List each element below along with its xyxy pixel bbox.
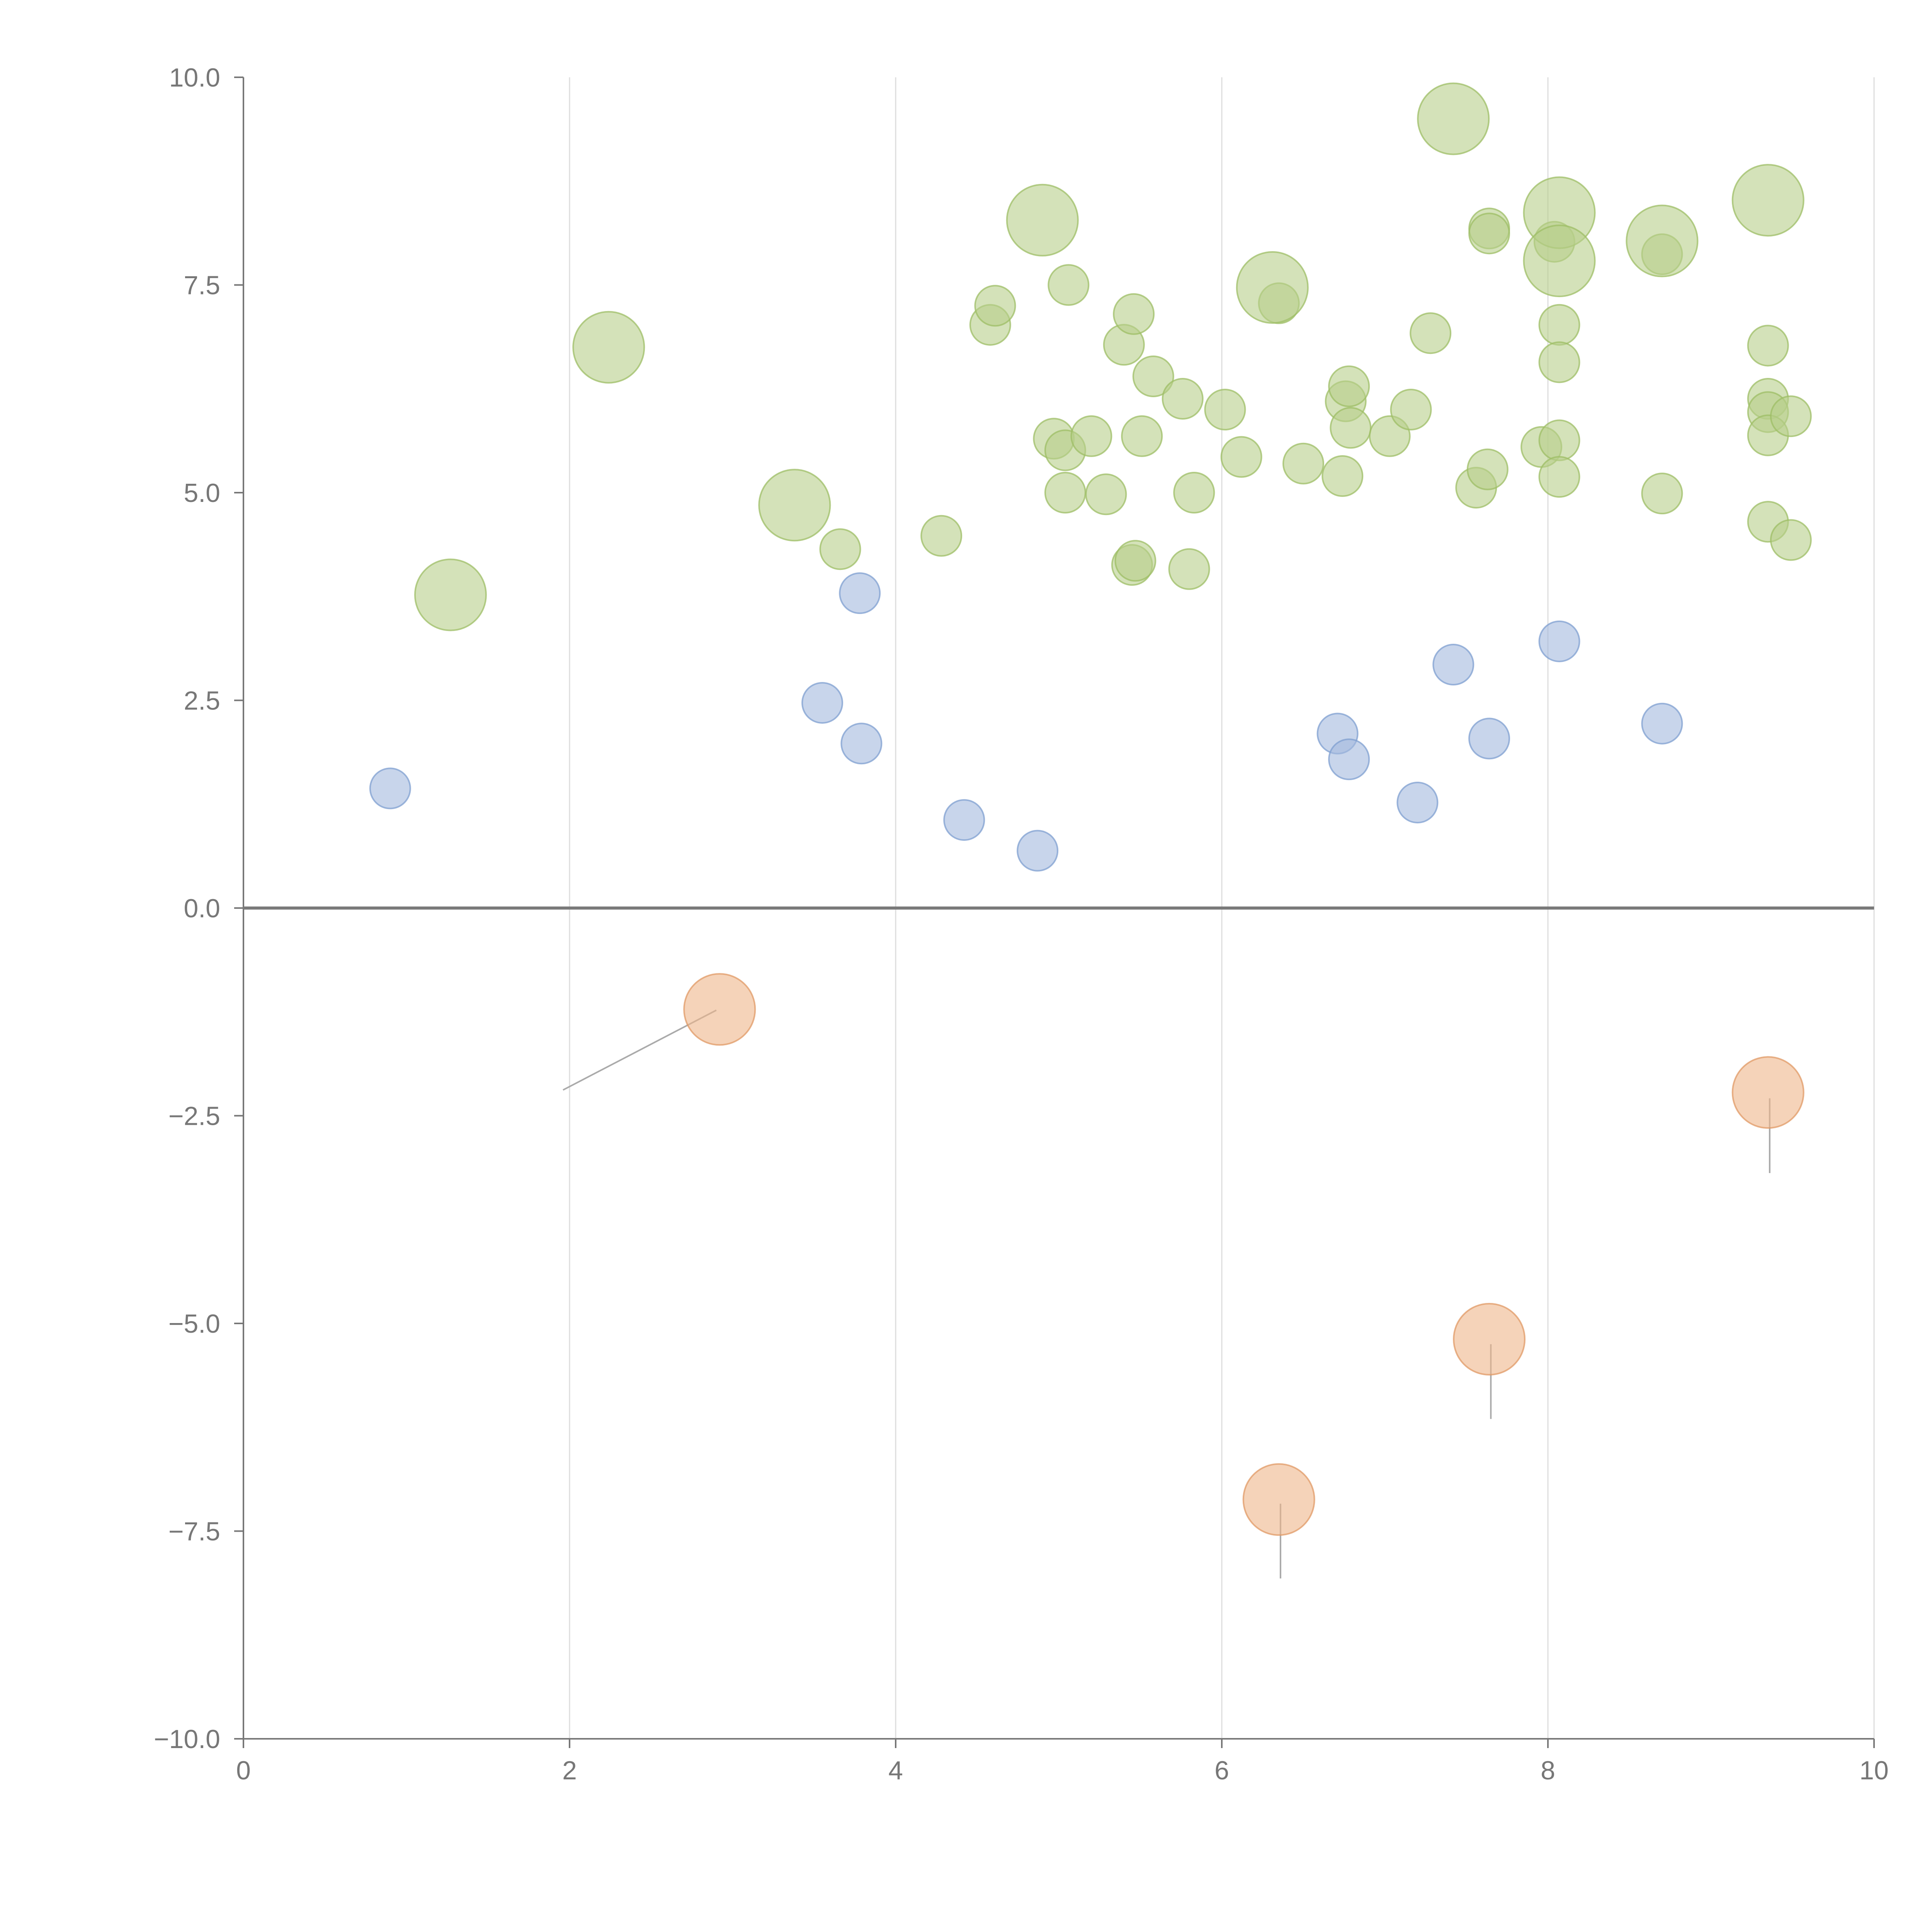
green-bubble [974, 285, 1016, 327]
green-large-bubble [414, 558, 487, 631]
data-bubbles [369, 82, 1812, 1536]
green-bubble [1770, 519, 1812, 561]
series-orange [683, 973, 1804, 1536]
green-bubble [1162, 378, 1204, 420]
green-bubble [1282, 442, 1324, 485]
blue-bubble [1538, 620, 1580, 662]
green-large-bubble [1006, 184, 1079, 257]
green-large-bubble [572, 311, 645, 384]
green-bubble [1321, 455, 1364, 497]
green-bubble [1747, 325, 1789, 367]
green-bubble [1048, 264, 1090, 306]
y-tick-label: −7.5 [168, 1517, 220, 1546]
green-large-bubble [1626, 204, 1699, 277]
green-bubble [1538, 341, 1580, 383]
blue-bubble [1468, 718, 1510, 760]
green-bubble [819, 528, 861, 570]
green-bubble [1085, 473, 1127, 515]
y-tick-label: 5.0 [184, 478, 220, 508]
green-bubble [1466, 448, 1509, 490]
green-bubble [1538, 304, 1580, 346]
series-blue [369, 572, 1683, 872]
green-bubble [1132, 355, 1174, 397]
orange-bubble [1242, 1463, 1315, 1536]
blue-bubble [840, 723, 883, 765]
blue-bubble [801, 682, 844, 724]
y-axis-ticks: 10.0 7.5 5.0 2.5 0.0 −2.5 −5.0 −7.5 −10.0 [154, 63, 243, 1754]
green-bubble [1410, 312, 1452, 354]
blue-bubble [1017, 830, 1059, 872]
green-bubble [1168, 548, 1210, 590]
green-large-bubble [758, 469, 831, 542]
y-tick-label: 0.0 [184, 894, 220, 923]
blue-bubble [1432, 644, 1475, 686]
x-tick-label: 8 [1541, 1756, 1555, 1785]
blue-bubble [1641, 702, 1683, 745]
blue-bubble [1328, 738, 1370, 781]
green-bubble [1070, 415, 1112, 457]
blue-bubble [1396, 781, 1439, 823]
green-bubble [1328, 365, 1370, 407]
green-bubble [1044, 472, 1086, 514]
orange-bubble [683, 973, 756, 1046]
green-bubble [1220, 436, 1262, 478]
blue-bubble [839, 572, 881, 614]
x-tick-label: 0 [236, 1756, 251, 1785]
green-bubble [1468, 213, 1510, 255]
orange-bubble [1453, 1303, 1526, 1376]
x-tick-label: 10 [1859, 1756, 1889, 1785]
y-tick-label: 7.5 [184, 271, 220, 300]
x-tick-label: 2 [562, 1756, 577, 1785]
y-tick-label: −10.0 [154, 1725, 220, 1754]
green-bubble [1538, 419, 1580, 461]
green-bubble [1538, 456, 1580, 498]
green-bubble [1641, 473, 1683, 515]
green-bubble [1113, 293, 1155, 335]
green-large-bubble [1523, 224, 1596, 298]
green-bubble [1114, 540, 1156, 582]
series-green-large [414, 82, 1804, 631]
x-tick-label: 4 [888, 1756, 903, 1785]
green-large-bubble [1236, 251, 1309, 324]
green-bubble [1173, 472, 1215, 514]
x-axis-ticks: 0 2 4 6 8 10 [236, 1739, 1889, 1785]
green-bubble [1121, 415, 1163, 457]
green-bubble [920, 515, 963, 557]
green-bubble [1770, 395, 1812, 437]
blue-bubble [943, 799, 985, 841]
green-large-bubble [1417, 82, 1490, 155]
green-large-bubble [1731, 164, 1804, 237]
y-tick-label: 2.5 [184, 686, 220, 716]
x-tick-label: 6 [1214, 1756, 1229, 1785]
y-tick-label: 10.0 [169, 63, 220, 92]
green-bubble [1390, 389, 1432, 430]
green-bubble [1330, 407, 1372, 449]
blue-bubble [369, 767, 411, 810]
green-bubble [1204, 389, 1246, 430]
y-tick-label: −2.5 [168, 1102, 220, 1131]
orange-bubble [1731, 1056, 1804, 1129]
y-tick-label: −5.0 [168, 1309, 220, 1338]
